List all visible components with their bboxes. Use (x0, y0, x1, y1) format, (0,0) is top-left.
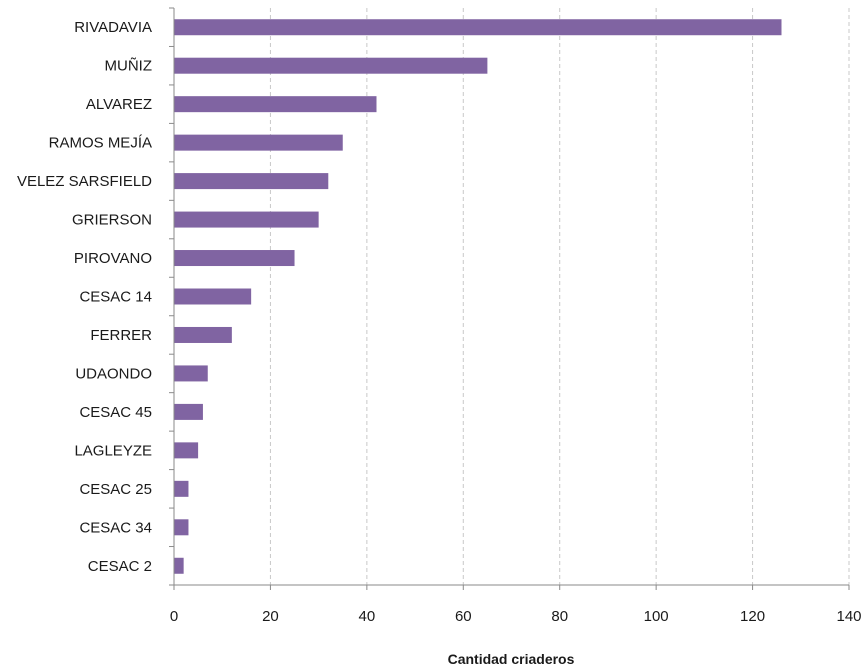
bar (174, 519, 189, 536)
category-label: UDAONDO (75, 365, 152, 382)
x-axis-title: Cantidad criaderos (448, 651, 575, 667)
x-tick-label: 140 (836, 608, 861, 625)
x-tick-label: 120 (740, 608, 765, 625)
bar (174, 403, 203, 420)
category-label: VELEZ SARSFIELD (17, 173, 152, 190)
bar (174, 96, 377, 113)
labels: 0 20 40 60 80 100 120 140 RIVADAVIA MUÑIZ ALVAREZ R… (17, 19, 862, 625)
x-tick-label: 20 (262, 608, 279, 625)
x-tick-label: 0 (170, 608, 178, 625)
bar (174, 57, 488, 74)
category-label: LAGLEYZE (74, 442, 152, 459)
category-label: CESAC 25 (79, 481, 152, 498)
bar (174, 326, 232, 343)
category-label: CESAC 14 (79, 289, 152, 306)
category-label: CESAC 34 (79, 519, 152, 536)
bar (174, 557, 184, 574)
x-tick-label: 80 (551, 608, 568, 625)
bar (174, 134, 343, 151)
bar (174, 173, 329, 190)
bar (174, 365, 208, 382)
x-tick-label: 60 (455, 608, 472, 625)
bar (174, 480, 189, 497)
category-label: CESAC 45 (79, 404, 152, 421)
category-label: PIROVANO (74, 250, 152, 267)
category-label: FERRER (90, 327, 152, 344)
category-label: RIVADAVIA (74, 19, 152, 36)
bar (174, 250, 295, 267)
bar (174, 19, 782, 36)
category-label: ALVAREZ (86, 96, 152, 113)
category-label: RAMOS MEJÍA (49, 135, 152, 152)
bar (174, 442, 199, 459)
category-label: MUÑIZ (105, 58, 153, 75)
category-label: CESAC 2 (88, 558, 152, 575)
bar (174, 288, 252, 305)
axes (169, 7, 850, 590)
category-label: GRIERSON (72, 212, 152, 229)
bar (174, 211, 319, 228)
gridlines (269, 8, 850, 585)
bars (174, 19, 782, 574)
x-tick-label: 40 (359, 608, 376, 625)
x-tick-label: 100 (644, 608, 669, 625)
